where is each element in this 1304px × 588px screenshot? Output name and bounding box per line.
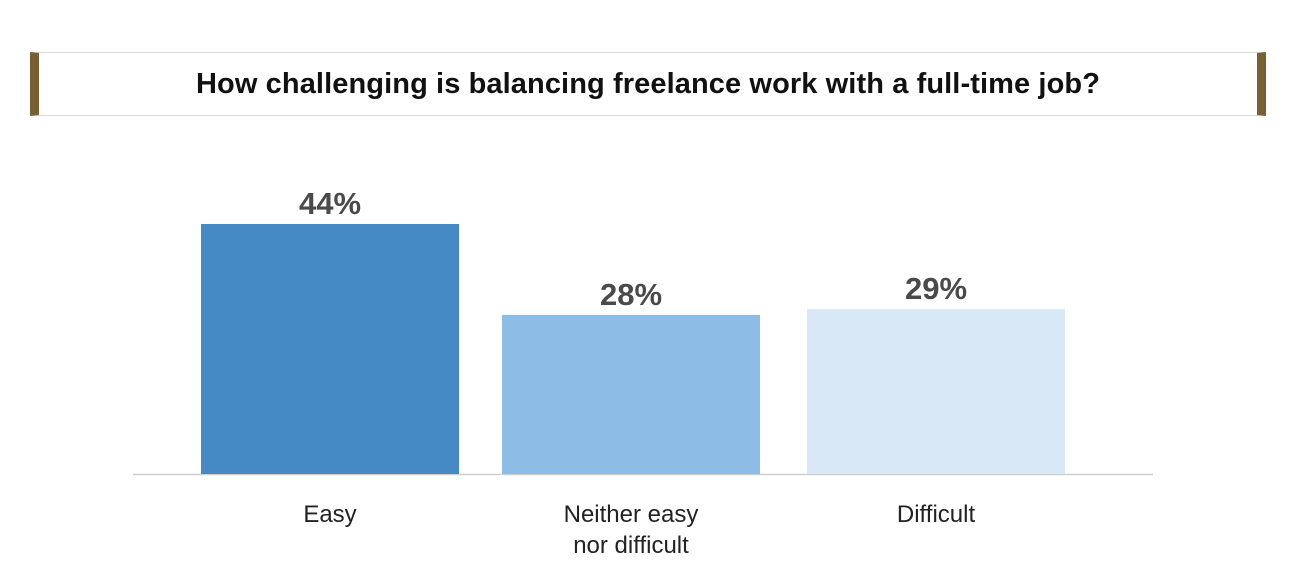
- category-label-line: Easy: [303, 501, 356, 528]
- category-label-line: nor difficult: [573, 532, 689, 559]
- category-label-line: Neither easy: [564, 501, 699, 528]
- bar-difficult: [807, 309, 1065, 474]
- category-label: Difficult: [897, 501, 976, 528]
- data-label: 44%: [299, 186, 361, 221]
- data-label: 29%: [905, 271, 967, 306]
- category-label-line: Difficult: [897, 501, 976, 528]
- chart-title: How challenging is balancing freelance w…: [195, 67, 1101, 100]
- chart-title-box: How challenging is balancing freelance w…: [30, 52, 1266, 116]
- bar-neither-easy-nor-difficult: [502, 314, 760, 474]
- bar-easy: [201, 224, 459, 474]
- category-label: Easy: [303, 501, 356, 528]
- category-label: Neither easy nor difficult: [564, 501, 699, 559]
- data-label: 28%: [600, 277, 662, 312]
